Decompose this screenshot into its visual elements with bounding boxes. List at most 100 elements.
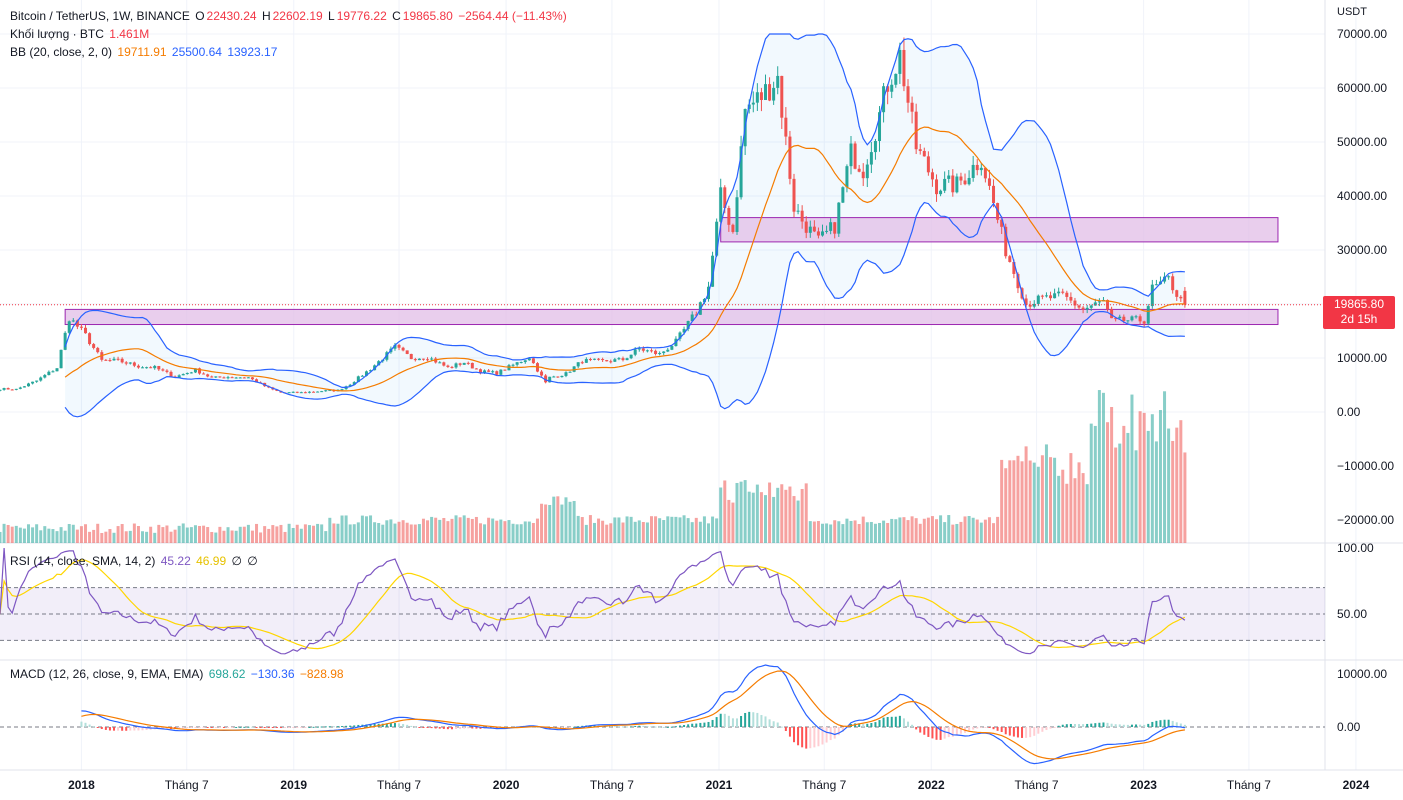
- candle-body: [1179, 296, 1183, 299]
- macd-histogram-bar: [1106, 722, 1109, 727]
- macd-histogram-bar: [699, 722, 702, 727]
- macd-histogram-bar: [683, 725, 686, 727]
- macd-histogram-bar: [935, 727, 938, 740]
- volume-bar: [568, 501, 572, 543]
- volume-bar: [181, 523, 185, 543]
- candle-body: [503, 369, 507, 371]
- candle-body: [177, 375, 181, 378]
- candle-body: [829, 222, 833, 231]
- candle-body: [193, 368, 197, 373]
- candle-body: [495, 371, 499, 375]
- volume-bar: [59, 527, 63, 543]
- macd-histogram-bar: [385, 723, 388, 727]
- volume-bar: [715, 518, 719, 543]
- volume-bar: [890, 518, 894, 543]
- candle-body: [861, 171, 865, 179]
- volume-bar: [307, 525, 311, 543]
- candle-body: [780, 75, 784, 118]
- candle-body: [527, 358, 531, 361]
- volume-bar: [55, 531, 59, 543]
- volume-bar: [617, 517, 621, 543]
- volume-bar: [739, 481, 743, 543]
- candle-body: [132, 362, 136, 366]
- volume-bar: [698, 521, 702, 543]
- volume-bar: [2, 523, 6, 543]
- macd-histogram-bar: [471, 727, 474, 729]
- macd-histogram-bar: [406, 724, 409, 727]
- candle-body: [613, 359, 617, 362]
- macd-histogram-bar: [206, 727, 209, 728]
- macd-histogram-bar: [108, 727, 111, 731]
- macd-histogram-bar: [866, 723, 869, 727]
- volume-bar: [967, 516, 971, 543]
- candle-body: [295, 391, 299, 393]
- macd-signal-line: [81, 670, 1185, 760]
- candle-body: [434, 358, 438, 363]
- macd-histogram-bar: [316, 726, 319, 728]
- candle-body: [792, 178, 796, 212]
- macd-histogram-bar: [1033, 727, 1036, 736]
- candle-body: [878, 112, 882, 142]
- volume-bar: [1012, 460, 1016, 543]
- volume-bar: [283, 531, 287, 543]
- macd-histogram-bar: [662, 726, 665, 728]
- macd-histogram-bar: [984, 727, 987, 728]
- candle-body: [894, 73, 898, 85]
- macd-histogram-bar: [821, 727, 824, 745]
- volume-bar: [198, 525, 202, 543]
- volume-bar: [1077, 462, 1081, 543]
- candle-body: [987, 178, 991, 186]
- volume-bar: [108, 529, 112, 543]
- macd-histogram-bar: [560, 727, 563, 729]
- candle-body: [959, 176, 963, 181]
- volume-bar: [328, 517, 332, 543]
- volume-bar: [177, 525, 181, 543]
- volume-bar: [552, 496, 556, 543]
- volume-bar: [560, 504, 564, 543]
- candle-body: [369, 370, 373, 372]
- volume-bar: [287, 523, 291, 543]
- volume-bar: [31, 527, 35, 543]
- candle-body: [548, 376, 552, 383]
- candle-body: [491, 371, 495, 373]
- candle-body: [621, 358, 625, 361]
- volume-bar: [951, 524, 955, 543]
- macd-histogram-bar: [943, 727, 946, 739]
- price-axis-label: −20000.00: [1337, 513, 1394, 527]
- volume-bar: [780, 484, 784, 543]
- macd-histogram-bar: [1065, 724, 1068, 727]
- volume-bar: [527, 521, 531, 543]
- candle-body: [165, 370, 169, 372]
- legend-open: 22430.24: [206, 9, 257, 23]
- volume-bar: [735, 482, 739, 543]
- volume-bar: [149, 526, 153, 543]
- macd-histogram-bar: [349, 725, 352, 727]
- volume-bar: [352, 524, 356, 543]
- candle-body: [1057, 291, 1061, 294]
- candle-body: [291, 391, 295, 393]
- volume-bar: [792, 496, 796, 543]
- candle-body: [1171, 276, 1175, 291]
- macd-histogram-bar: [890, 716, 893, 727]
- volume-bar: [1028, 460, 1032, 543]
- macd-histogram-bar: [332, 726, 335, 728]
- macd-histogram-bar: [467, 727, 470, 729]
- volume-bar: [491, 518, 495, 543]
- candle-body: [796, 210, 800, 212]
- candle-body: [1061, 291, 1065, 293]
- candle-body: [812, 226, 816, 232]
- macd-histogram-bar: [1073, 724, 1076, 727]
- candle-body: [255, 379, 259, 383]
- volume-bar: [206, 527, 210, 543]
- macd-histogram-bar: [251, 726, 254, 728]
- volume-bar: [841, 524, 845, 543]
- candle-body: [955, 176, 959, 193]
- volume-bar: [421, 518, 425, 543]
- candle-body: [849, 143, 853, 167]
- volume-bar: [303, 524, 307, 543]
- volume-bar: [1069, 453, 1073, 543]
- macd-histogram-bar: [190, 727, 193, 728]
- macd-histogram-bar: [1069, 723, 1072, 727]
- volume-bar: [430, 516, 434, 543]
